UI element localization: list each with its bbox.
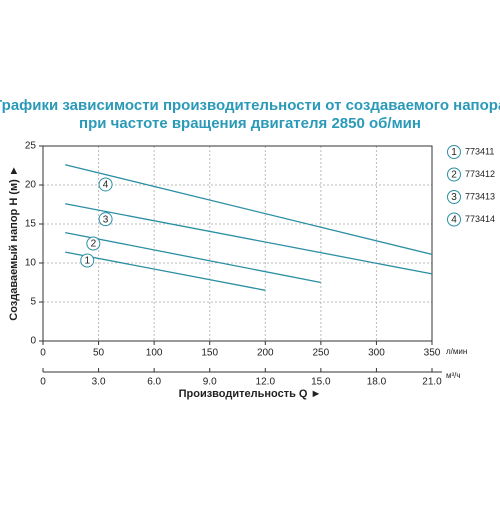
legend-label: 773414 — [465, 214, 495, 224]
y-tick-label: 10 — [25, 258, 37, 269]
legend-circle — [447, 212, 461, 227]
x2-unit: м³/ч — [446, 371, 461, 380]
x-tick-label: 150 — [201, 348, 218, 359]
y-tick-label: 15 — [25, 219, 37, 230]
x2-tick-label: 9.0 — [203, 377, 217, 388]
x-tick-label: 300 — [368, 348, 385, 359]
y-tick-label: 20 — [25, 180, 37, 191]
legend-key: 1 — [451, 147, 457, 158]
x-tick-label: 250 — [313, 348, 330, 359]
x-tick-label: 200 — [257, 348, 274, 359]
x2-tick-label: 6.0 — [147, 377, 161, 388]
legend-key: 3 — [451, 192, 457, 203]
legend-key: 4 — [451, 215, 457, 226]
y-tick-label: 25 — [25, 141, 37, 152]
line — [65, 251, 266, 291]
line-key: 4 — [103, 180, 109, 191]
x-tick-label: 350 — [424, 348, 441, 359]
x2-tick-label: 18.0 — [367, 377, 387, 388]
legend-label: 773411 — [465, 146, 494, 156]
legend-circle — [447, 190, 461, 204]
x-tick-label: 0 — [40, 348, 46, 359]
line-key: 1 — [84, 256, 90, 267]
legend-circle — [447, 167, 461, 182]
x2-tick-label: 21.0 — [422, 377, 442, 388]
line-key-circle — [98, 212, 113, 227]
chart-title: при частоте вращения двигателя 2850 об/м… — [79, 115, 421, 132]
line — [65, 203, 433, 275]
legend-label: 773412 — [465, 169, 495, 179]
line-key-circle — [80, 253, 95, 268]
x2-tick-label: 15.0 — [311, 377, 331, 388]
y-axis-label: Создаваемый напор H (м) ► — [8, 165, 20, 320]
line — [65, 164, 433, 256]
x2-tick-label: 12.0 — [256, 377, 276, 388]
plot-frame — [42, 145, 433, 342]
line — [65, 231, 321, 284]
legend-label: 773413 — [465, 191, 495, 201]
y-tick-label: 0 — [30, 336, 36, 347]
line-key: 3 — [103, 214, 109, 225]
x-tick-label: 100 — [146, 348, 163, 359]
legend-key: 2 — [451, 170, 457, 181]
line-key-circle — [86, 236, 101, 251]
x-axis-label: Производительность Q ► — [179, 388, 322, 400]
x2-tick-label: 3.0 — [92, 377, 106, 388]
x2-tick-label: 0 — [40, 377, 46, 388]
x-unit: л/мин — [446, 347, 467, 356]
legend-circle — [447, 145, 461, 159]
chart-title: Графики зависимости производительности о… — [0, 97, 500, 114]
x-tick-label: 50 — [93, 348, 105, 359]
line-key: 2 — [91, 239, 97, 250]
y-tick-label: 5 — [30, 297, 36, 308]
line-key-circle — [98, 177, 113, 192]
